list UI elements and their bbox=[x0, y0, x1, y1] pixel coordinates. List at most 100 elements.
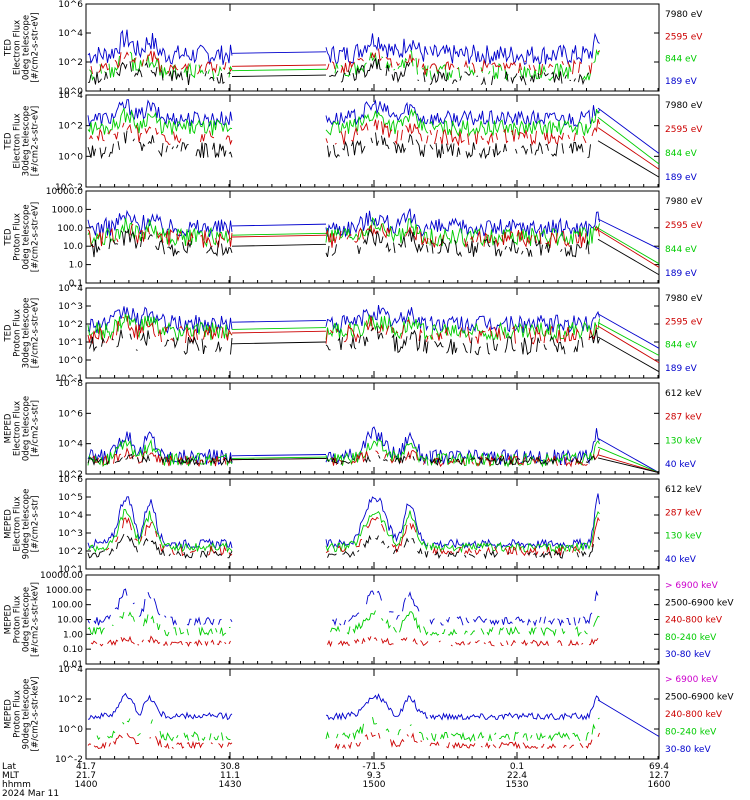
tail-line bbox=[597, 116, 660, 165]
y-axis-label-line: Electron Flux bbox=[13, 401, 23, 456]
series-path bbox=[87, 692, 233, 721]
panel-frame bbox=[85, 287, 660, 379]
gap-interpolation bbox=[231, 454, 327, 457]
gap-interpolation bbox=[231, 234, 327, 238]
series-path bbox=[429, 105, 600, 128]
tail-line bbox=[597, 454, 660, 474]
gap-interpolation bbox=[231, 327, 327, 330]
series-trace bbox=[87, 454, 660, 474]
y-tick-label: 10^5 bbox=[58, 493, 83, 503]
series-path bbox=[325, 426, 429, 465]
legend-entry: 7980 eV bbox=[665, 197, 703, 207]
y-axis-label: TEDProton Flux0deg telescope[#/cm2-s-str… bbox=[4, 202, 41, 272]
legend-entry: 189 eV bbox=[665, 77, 698, 87]
legend-entry: 189 eV bbox=[665, 269, 698, 279]
tail-line bbox=[597, 699, 660, 737]
series-path bbox=[87, 223, 233, 249]
series-path bbox=[325, 216, 429, 245]
y-tick-label: 10^0 bbox=[58, 87, 83, 97]
tail-line bbox=[597, 336, 660, 373]
y-tick-label: 10^2 bbox=[58, 122, 83, 132]
series-path bbox=[327, 534, 429, 558]
legend-entry: 2595 eV bbox=[665, 221, 703, 231]
series-path bbox=[429, 428, 600, 466]
series-path bbox=[87, 306, 233, 334]
series-path bbox=[429, 48, 600, 82]
series-path bbox=[325, 510, 429, 553]
series-path bbox=[87, 107, 233, 136]
y-axis-label: MEPEDElectron Flux0deg telescope[#/cm2-s… bbox=[4, 396, 41, 461]
y-axis-label-line: Electron Flux bbox=[13, 113, 23, 168]
y-axis-label-line: [#/cm2-s-str-keV] bbox=[31, 582, 41, 657]
legend-entry: 844 eV bbox=[665, 55, 698, 65]
y-tick-label: 1000.0 bbox=[52, 205, 84, 215]
legend-entry: 80-240 keV bbox=[665, 633, 717, 643]
y-tick-label: 10^4 bbox=[58, 665, 83, 675]
x-tick-label: -71.5 bbox=[362, 762, 385, 772]
panel-frame bbox=[85, 94, 660, 188]
y-axis-label-line: TED bbox=[4, 228, 14, 247]
series-trace bbox=[87, 305, 660, 349]
series-trace bbox=[87, 107, 660, 165]
series-path bbox=[432, 449, 600, 468]
series-trace bbox=[87, 732, 600, 748]
series-path bbox=[325, 326, 429, 354]
y-axis-label: TEDProton Flux30deg telescope[#/cm2-s-st… bbox=[4, 298, 41, 369]
series-path bbox=[429, 310, 600, 335]
x-tick-label: 0.1 bbox=[510, 762, 524, 772]
y-tick-label: 0.01 bbox=[63, 660, 83, 670]
series-path bbox=[90, 228, 233, 258]
y-tick-label: 10^4 bbox=[58, 440, 83, 450]
panel-frame bbox=[85, 478, 660, 570]
legend-entry: 2500-6900 keV bbox=[665, 598, 734, 608]
series-path bbox=[327, 636, 429, 648]
gap-interpolation bbox=[231, 243, 327, 247]
legend-entry: 130 keV bbox=[665, 532, 702, 542]
y-axis-label-line: 30deg telescope bbox=[22, 298, 32, 369]
y-tick-label: 10^6 bbox=[58, 0, 83, 10]
y-axis-label-line: [#/cm2-s-str-eV] bbox=[31, 12, 41, 82]
series-path bbox=[429, 510, 600, 554]
x-tick-label: 21.7 bbox=[76, 771, 96, 781]
footer-label-lat: Lat bbox=[2, 762, 17, 772]
gap-interpolation bbox=[231, 319, 327, 323]
x-tick-label: 12.7 bbox=[649, 771, 669, 781]
y-axis-label-line: [#/cm2-s-str-eV] bbox=[31, 202, 41, 272]
legend-entry: 287 keV bbox=[665, 413, 702, 423]
tail-line bbox=[597, 227, 660, 265]
gap-interpolation bbox=[231, 341, 327, 345]
legend-entry: 240-800 keV bbox=[665, 616, 723, 626]
series-path bbox=[431, 717, 600, 743]
y-axis-label-line: MEPED bbox=[4, 413, 14, 443]
gap-interpolation bbox=[231, 457, 327, 461]
legend-entry: 40 keV bbox=[665, 460, 697, 470]
tail-line bbox=[597, 325, 660, 364]
series-path bbox=[89, 122, 233, 146]
y-tick-label: 10^0 bbox=[58, 725, 83, 735]
tail-line bbox=[597, 446, 660, 474]
y-tick-label: 10000.00 bbox=[40, 571, 83, 581]
series-path bbox=[325, 693, 428, 721]
y-axis-label-line: TED bbox=[4, 38, 14, 57]
y-tick-label: 1.00 bbox=[63, 630, 83, 640]
series-path bbox=[429, 50, 600, 76]
tail-line bbox=[597, 313, 660, 349]
y-axis-label-line: 0deg telescope bbox=[22, 204, 32, 269]
series-path bbox=[429, 226, 600, 248]
y-axis-label: MEPEDElectron Flux90deg telescope[#/cm2-… bbox=[4, 489, 41, 560]
panel-7: 0.010.101.0010.00100.001000.0010000.00ME… bbox=[4, 571, 735, 670]
x-tick-label: 1500 bbox=[363, 780, 386, 790]
footer-label-mlt: MLT bbox=[2, 771, 20, 781]
y-axis-label-line: 90deg telescope bbox=[22, 489, 32, 560]
series-path bbox=[325, 33, 429, 66]
y-axis-label: MEPEDProton Flux90deg telescope[#/cm2-s-… bbox=[4, 677, 41, 752]
series-path bbox=[325, 717, 429, 741]
series-trace bbox=[90, 635, 599, 648]
series-path bbox=[325, 438, 429, 466]
series-path bbox=[325, 305, 429, 334]
y-axis-label-line: Electron Flux bbox=[13, 496, 23, 551]
y-axis-label-line: [#/cm2-s-str-eV] bbox=[31, 298, 41, 368]
tail-line bbox=[597, 457, 660, 474]
